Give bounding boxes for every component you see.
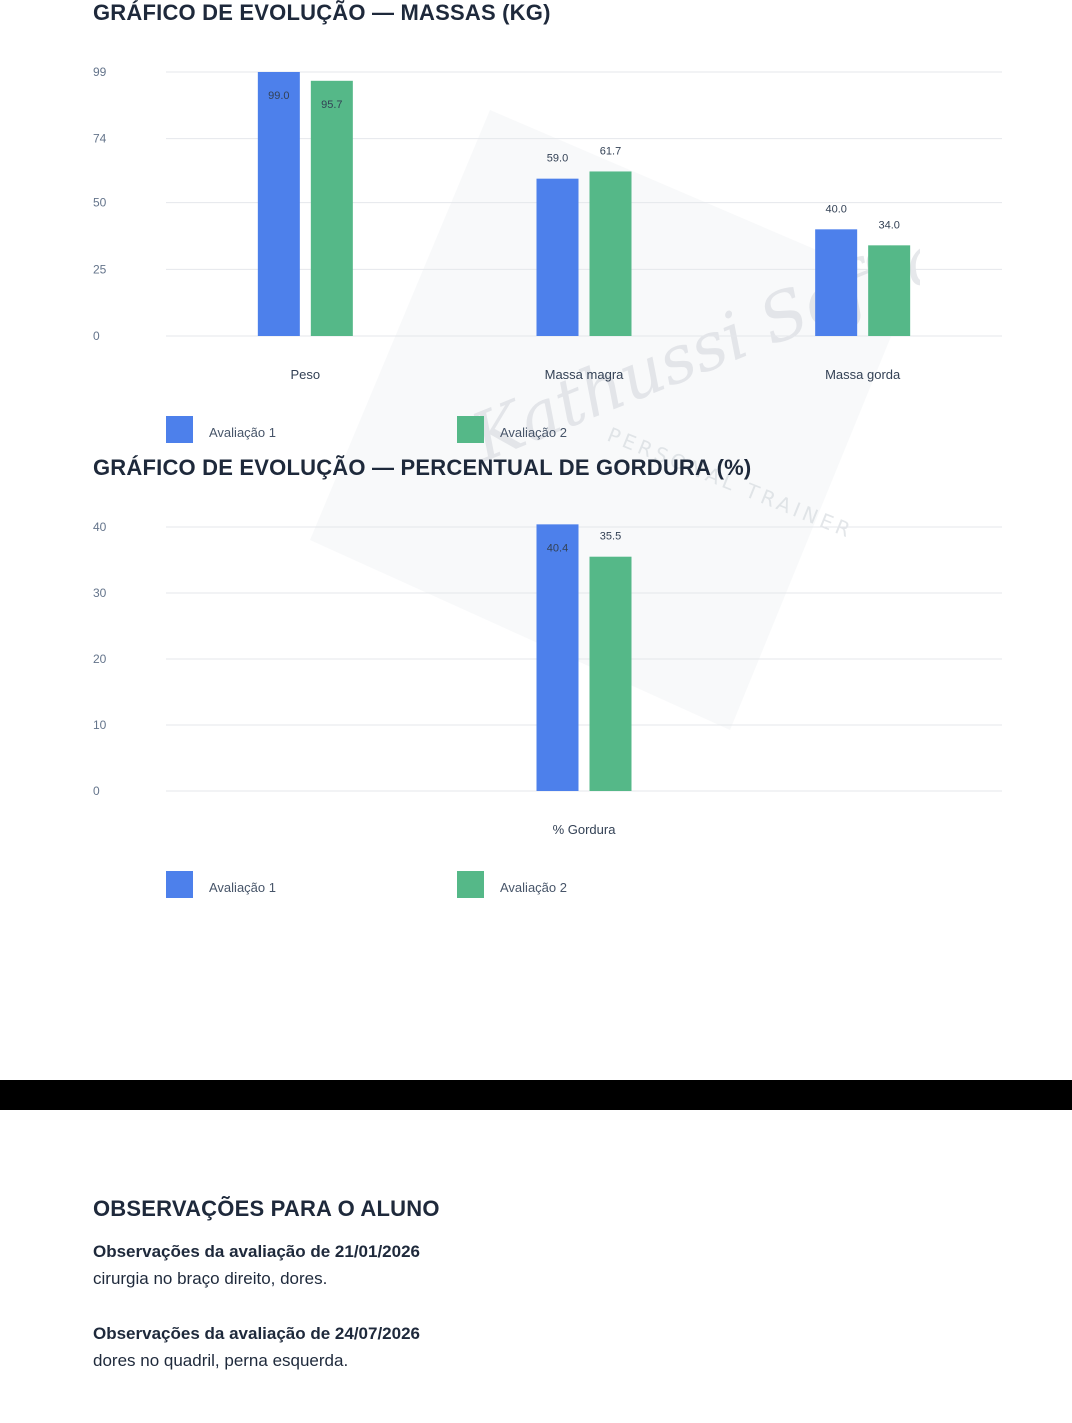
- observation-heading: Observações da avaliação de 24/07/2026: [93, 1324, 421, 1343]
- bar: [868, 245, 911, 336]
- legend-label: Avaliação 2: [500, 425, 567, 440]
- y-tick-label: 50: [93, 196, 107, 210]
- observation-text: cirurgia no braço direito, dores.: [93, 1269, 328, 1288]
- x-category-label: Peso: [291, 367, 321, 382]
- mass-chart-title: GRÁFICO DE EVOLUÇÃO — MASSAS (KG): [93, 0, 551, 25]
- fat-chart-title: GRÁFICO DE EVOLUÇÃO — PERCENTUAL DE GORD…: [93, 455, 752, 480]
- bar: [589, 171, 632, 336]
- mass-chart: 0 25 50 74 99 99.0 95.7 Peso 59.0 61.7 Massa magra…: [93, 65, 1002, 443]
- y-tick-label: 99: [93, 65, 107, 79]
- legend-label: Avaliação 1: [209, 425, 276, 440]
- bar: [536, 178, 579, 336]
- y-tick-label: 30: [93, 586, 107, 600]
- legend-label: Avaliação 2: [500, 880, 567, 895]
- y-tick-label: 74: [93, 132, 107, 146]
- bar: [589, 556, 632, 791]
- legend-label: Avaliação 1: [209, 880, 276, 895]
- observation-heading: Observações da avaliação de 21/01/2026: [93, 1242, 421, 1261]
- page-break-band: [0, 1080, 1072, 1110]
- legend-swatch: [457, 871, 484, 898]
- x-category-label: % Gordura: [553, 822, 617, 837]
- x-category-label: Massa gorda: [825, 367, 901, 382]
- fat-chart: 0 10 20 30 40 40.4 35.5 % Gordura Avaliação 1 Ava…: [93, 520, 1002, 898]
- y-tick-label: 0: [93, 784, 100, 798]
- y-tick-label: 25: [93, 262, 107, 276]
- bar: [257, 72, 300, 336]
- observation-text: dores no quadril, perna esquerda.: [93, 1351, 349, 1370]
- y-tick-label: 20: [93, 652, 107, 666]
- bar-data-label: 95.7: [321, 99, 342, 111]
- bar-data-label: 35.5: [600, 531, 621, 543]
- bar-data-label: 61.7: [600, 145, 621, 157]
- y-tick-label: 0: [93, 329, 100, 343]
- bar: [815, 229, 858, 336]
- bar: [310, 80, 353, 336]
- y-tick-label: 10: [93, 718, 107, 732]
- x-category-label: Massa magra: [545, 367, 625, 382]
- bar-data-label: 40.4: [547, 542, 568, 554]
- legend-swatch: [166, 416, 193, 443]
- bar: [536, 524, 579, 791]
- legend-swatch: [166, 871, 193, 898]
- legend-swatch: [457, 416, 484, 443]
- observations-title: OBSERVAÇÕES PARA O ALUNO: [93, 1196, 440, 1221]
- bar-data-label: 59.0: [547, 153, 568, 165]
- bar-data-label: 34.0: [878, 219, 899, 231]
- bar-data-label: 40.0: [825, 203, 846, 215]
- bar-data-label: 99.0: [268, 90, 289, 102]
- y-tick-label: 40: [93, 520, 107, 534]
